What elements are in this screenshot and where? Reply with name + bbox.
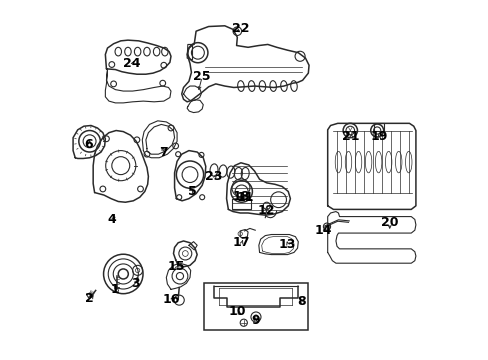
Text: 2: 2 (85, 292, 94, 305)
Text: 9: 9 (250, 314, 259, 327)
Text: 10: 10 (228, 305, 245, 318)
Text: 13: 13 (278, 238, 296, 251)
Text: 22: 22 (232, 22, 249, 35)
Text: 14: 14 (314, 224, 331, 238)
Text: 7: 7 (159, 146, 168, 159)
Text: 17: 17 (232, 236, 249, 249)
Text: 11: 11 (236, 192, 253, 204)
Text: 12: 12 (257, 204, 274, 217)
Text: 19: 19 (369, 130, 387, 144)
Text: 1: 1 (111, 283, 120, 296)
Text: 3: 3 (131, 278, 139, 291)
Text: 5: 5 (188, 185, 197, 198)
Text: 20: 20 (380, 216, 398, 229)
Bar (204, 283, 307, 330)
Text: 24: 24 (122, 57, 140, 70)
Text: 25: 25 (192, 69, 210, 82)
Text: 16: 16 (162, 293, 179, 306)
Text: 18: 18 (232, 190, 249, 203)
Text: 23: 23 (205, 170, 222, 183)
Text: 21: 21 (341, 130, 358, 144)
Bar (373, 123, 383, 131)
Text: 4: 4 (107, 213, 116, 226)
Text: 6: 6 (84, 138, 93, 150)
Text: 8: 8 (297, 295, 305, 308)
Text: 15: 15 (167, 260, 185, 273)
